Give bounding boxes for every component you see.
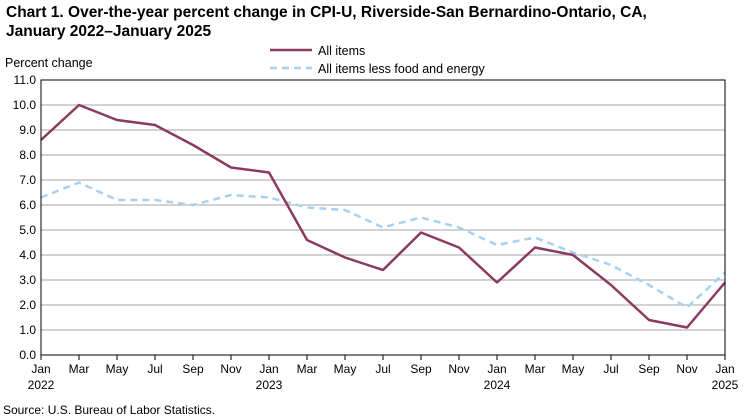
y-tick-label: 11.0: [14, 73, 37, 87]
x-tick-year-label: 2025: [712, 378, 739, 392]
x-tick-label: Jan: [259, 362, 278, 376]
x-tick-label: Mar: [297, 362, 318, 376]
x-tick-year-label: 2022: [28, 378, 55, 392]
x-tick-label: Mar: [69, 362, 90, 376]
y-tick-label: 5.0: [19, 223, 36, 237]
y-tick-label: 3.0: [19, 273, 36, 287]
y-tick-label: 4.0: [19, 248, 36, 262]
x-tick-label: Jul: [603, 362, 618, 376]
y-tick-label: 8.0: [19, 148, 36, 162]
x-tick-label: Nov: [676, 362, 697, 376]
x-tick-label: May: [106, 362, 129, 376]
x-tick-year-label: 2023: [256, 378, 283, 392]
x-tick-label: Mar: [525, 362, 546, 376]
x-tick-label: Jan: [31, 362, 50, 376]
chart-title-line-1: Chart 1. Over-the-year percent change in…: [6, 4, 647, 21]
x-tick-label: May: [562, 362, 585, 376]
legend-label-core: All items less food and energy: [318, 62, 486, 76]
x-tick-label: Jul: [375, 362, 390, 376]
x-tick-label: Sep: [410, 362, 432, 376]
series-line-all-items: [40, 103, 726, 329]
y-tick-label: 6.0: [19, 198, 36, 212]
plot-frame: [40, 79, 726, 356]
legend-label-all-items: All items: [318, 44, 365, 58]
legend: All items All items less food and energy: [270, 44, 486, 76]
x-tick-label: Jan: [487, 362, 506, 376]
x-tick-label: Nov: [448, 362, 469, 376]
gridlines: [41, 79, 725, 356]
y-tick-label: 7.0: [19, 173, 36, 187]
y-tick-label: 2.0: [19, 298, 36, 312]
y-tick-label: 9.0: [19, 123, 36, 137]
x-tick-label: Sep: [182, 362, 204, 376]
series-lines: [40, 103, 726, 329]
x-tick-label: Sep: [638, 362, 660, 376]
source-note: Source: U.S. Bureau of Labor Statistics.: [3, 403, 216, 417]
y-tick-label: 0.0: [19, 348, 36, 362]
x-tick-year-label: 2024: [484, 378, 511, 392]
x-tick-label: May: [334, 362, 357, 376]
y-axis-ticks: 0.0 1.0 2.0 3.0 4.0 5.0 6.0 7.0 8.0 9.0 10.0 11.0: [13, 73, 37, 362]
x-tick-label: Jul: [147, 362, 162, 376]
y-tick-label: 1.0: [19, 323, 36, 337]
y-axis-label: Percent change: [5, 56, 93, 70]
y-tick-label: 10.0: [13, 98, 37, 112]
chart-title: Chart 1. Over-the-year percent change in…: [6, 3, 746, 41]
chart-title-line-2: January 2022–January 2025: [6, 23, 212, 40]
series-line-core: [40, 181, 726, 309]
x-tick-label: Nov: [220, 362, 241, 376]
x-tick-label: Jan: [715, 362, 734, 376]
x-axis-ticks: Jan 2022 Mar May Jul Sep Nov Jan 2023 Mar May Jul Se…: [28, 355, 739, 392]
